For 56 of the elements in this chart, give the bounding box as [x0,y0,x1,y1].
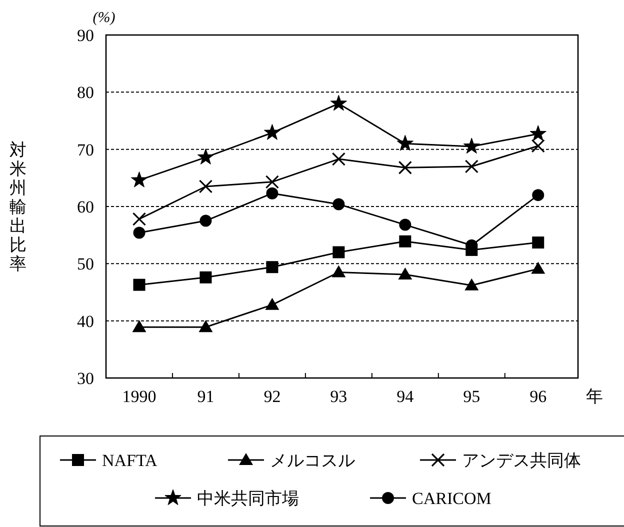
y-tick-label: 40 [77,312,94,331]
point [200,271,212,284]
legend-label: NAFTA [102,451,158,470]
legend-label: アンデス共同体 [462,451,581,470]
point [399,235,412,248]
x-tick-label: 94 [396,387,414,406]
point [399,218,412,231]
y-tick-label: 90 [77,26,94,45]
x-tick-label: 1990 [122,387,156,406]
point [264,124,281,140]
x-tick-label: 91 [197,387,214,406]
point [133,226,146,239]
point [198,180,213,194]
legend-label: CARICOM [412,489,492,508]
point [464,160,478,174]
point [396,134,414,151]
y-tick-label: 50 [77,254,94,274]
x-tick-label: 95 [463,387,480,406]
point [198,320,213,332]
point [132,212,146,226]
x-tick-label: 96 [530,387,547,406]
legend-label: メルコスル [270,451,355,470]
point [464,278,479,290]
x-axis-title: 年 [586,387,603,406]
point [398,268,412,280]
point [531,139,545,153]
point [332,265,346,278]
point [531,262,546,274]
x-tick-label: 92 [264,387,281,406]
point [463,138,480,154]
point [133,278,146,291]
y-tick-label: 60 [77,198,94,216]
y-tick-label: 70 [77,140,94,160]
point [466,244,478,256]
point [265,298,280,310]
point [332,152,346,166]
point [266,261,278,274]
point [398,160,412,174]
x-tick-label: 93 [330,387,348,406]
text: (%) [92,10,116,26]
point [530,125,546,142]
y-axis-title: 対米州輸出比率 [10,140,26,274]
y-tick-label: 80 [77,83,94,102]
point [532,236,544,249]
point [197,148,214,164]
point [332,198,345,210]
point [532,189,544,202]
point [130,171,148,188]
point [132,320,146,332]
point [265,175,279,189]
point [332,246,345,258]
point [266,187,278,200]
legend-label: 中米共同市場 [197,489,299,508]
y-tick-label: 30 [77,369,94,388]
point [330,94,348,111]
point [200,214,212,227]
